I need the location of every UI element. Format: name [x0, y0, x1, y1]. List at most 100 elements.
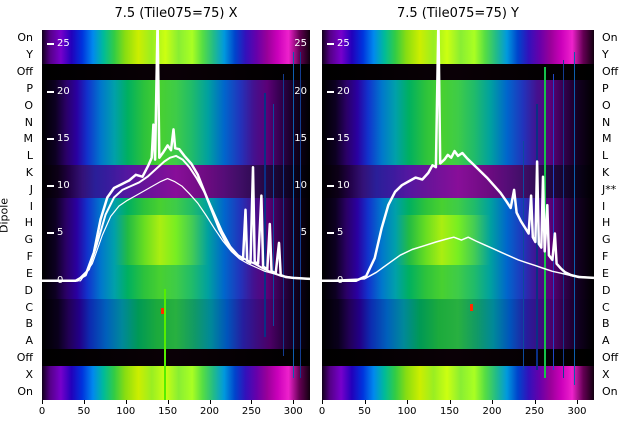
x-tick-label: 250 — [241, 406, 261, 417]
y-tick-mark — [327, 43, 334, 46]
heatmap-row-off-19 — [42, 349, 310, 367]
x-tick-label: 150 — [158, 406, 178, 417]
y-tick-mark — [47, 279, 54, 282]
heatmap-artifact — [299, 52, 301, 378]
heatmap-row-e-14 — [322, 265, 594, 283]
x-tick-label: 0 — [318, 406, 326, 417]
y-tick-label: 10 — [327, 180, 350, 192]
dipole-row-label-k-8: K — [25, 165, 33, 179]
heatmap-artifact — [292, 52, 294, 378]
dipole-row-label-h-11: H — [24, 216, 33, 230]
y-tick-mark — [47, 137, 54, 140]
dipole-row-label-i-10: I — [29, 199, 33, 213]
y-tick-label: 5 — [327, 227, 343, 239]
panel-y-title: 7.5 (Tile075=75) Y — [396, 6, 520, 21]
dipole-row-label-l-7: L — [26, 149, 33, 163]
y-tick-label: 20 — [327, 86, 350, 98]
x-tick-label: 300 — [283, 406, 303, 417]
heatmap-row-x-20 — [42, 366, 310, 384]
dipole-row-label-a-18: A — [602, 334, 610, 348]
beam-line-3 — [42, 178, 310, 282]
heatmap-row-k-8 — [42, 164, 310, 182]
heatmap-row-y-1 — [322, 46, 594, 64]
heatmap-rows — [42, 30, 310, 400]
dipole-labels-right: On Y Off P O N M L K J** I H G F E D C B A Off X On — [600, 30, 640, 400]
heatmap-row-g-12 — [322, 231, 594, 249]
heatmap-row-y-1 — [42, 46, 310, 64]
heatmap-row-on-0 — [42, 30, 310, 47]
y-tick-label-right: 5 — [300, 227, 307, 239]
heatmap-row-o-4 — [42, 97, 310, 115]
y-tick-label-right: 15 — [294, 132, 307, 144]
heatmap-rows — [322, 30, 594, 400]
heatmap-row-c-16 — [42, 299, 310, 316]
heatmap-row-d-15 — [42, 282, 310, 299]
dipole-row-label-j-9: J — [29, 182, 33, 196]
heatmap-row-k-8 — [322, 164, 594, 182]
x-tick-label: 0 — [38, 406, 46, 417]
y-tick-label: 10 — [47, 180, 70, 192]
x-tick-mark — [407, 400, 408, 404]
dipole-row-label-e-14: E — [26, 266, 33, 280]
heatmap-row-f-13 — [322, 248, 594, 266]
heatmap-panel-y: 25 20 15 10 5 0 — [322, 30, 594, 400]
heatmap-artifact — [163, 289, 166, 400]
heatmap-row-b-17 — [322, 315, 594, 333]
y-tick-mark — [47, 43, 54, 46]
heatmap-artifact — [283, 74, 285, 356]
x-tick-mark — [293, 400, 295, 404]
heatmap-row-a-18 — [322, 332, 594, 350]
heatmap-row-on-0 — [322, 30, 594, 47]
heatmap-artifact — [573, 52, 575, 386]
heatmap-row-a-18 — [42, 332, 310, 350]
dipole-row-label-k-8: K — [602, 165, 610, 179]
dipole-labels-left: On Y Off P O N M L K J I H G F E D C B A Off X On — [0, 30, 36, 400]
dipole-row-label-d-15: D — [24, 283, 33, 297]
heatmap-artifact — [264, 92, 267, 338]
heatmap-row-on-21 — [42, 383, 310, 400]
dipole-row-label-o-4: O — [24, 98, 33, 112]
heatmap-row-on-21 — [322, 383, 594, 400]
heatmap-row-d-15 — [322, 282, 594, 299]
dipole-row-label-off-19: Off — [602, 350, 619, 364]
x-tick-mark — [251, 400, 253, 404]
y-tick-label: 20 — [47, 86, 70, 98]
y-tick-label: 15 — [47, 133, 70, 145]
heatmap-row-p-3 — [322, 80, 594, 98]
x-tick-label: 50 — [77, 406, 91, 417]
dipole-row-label-d-15: D — [602, 283, 611, 297]
heatmap-row-o-4 — [322, 97, 594, 115]
dipole-row-label-p-3: P — [602, 81, 609, 95]
dipole-row-label-off-19: Off — [16, 350, 33, 364]
heatmap-panel-y-xaxis: 0 50 100 150 200 250 300 — [318, 400, 594, 428]
y-tick-label: 25 — [47, 38, 70, 50]
dipole-row-label-on-21: On — [602, 384, 618, 398]
x-tick-label: 200 — [199, 406, 220, 417]
dipole-row-label-j-9: J** — [602, 182, 617, 196]
dipole-row-label-y-1: Y — [26, 48, 33, 62]
x-tick-mark — [364, 400, 366, 404]
y-tick-mark — [327, 279, 334, 282]
dipole-row-label-b-17: B — [602, 317, 610, 331]
heatmap-row-b-17 — [42, 315, 310, 333]
x-tick-label: 200 — [482, 406, 502, 417]
dipole-row-label-e-14: E — [602, 266, 609, 280]
dipole-row-label-a-18: A — [25, 334, 33, 348]
beam-line-2 — [42, 154, 310, 282]
x-tick-mark — [42, 400, 43, 404]
y-tick-mark — [327, 232, 334, 235]
dipole-row-label-c-16: C — [602, 300, 610, 314]
x-tick-label: 150 — [439, 406, 460, 417]
dipole-row-label-n-5: N — [602, 115, 611, 129]
dipole-row-label-m-6: M — [23, 132, 34, 146]
dipole-row-label-c-16: C — [25, 300, 33, 314]
heatmap-row-off-2 — [42, 63, 310, 81]
y-tick-label: 5 — [47, 227, 63, 239]
heatmap-row-off-2 — [322, 63, 594, 81]
heatmap-row-off-19 — [322, 349, 594, 367]
heatmap-row-m-6 — [42, 130, 310, 148]
dipole-row-label-b-17: B — [25, 317, 33, 331]
y-tick-mark — [327, 137, 334, 140]
beam-line-1 — [322, 30, 594, 283]
heatmap-artifact — [273, 104, 275, 326]
